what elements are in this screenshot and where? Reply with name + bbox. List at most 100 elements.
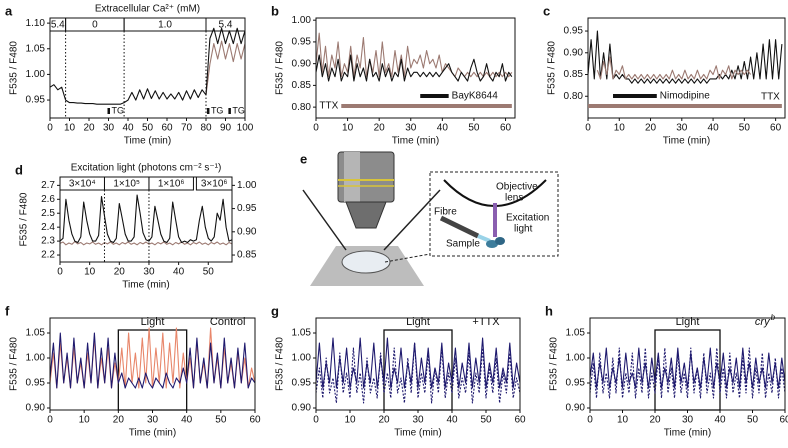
x-tick-label: 0 bbox=[47, 415, 53, 426]
condition-label: 1.0 bbox=[158, 20, 172, 31]
y-tick-label: 0.80 bbox=[564, 91, 584, 102]
sample bbox=[495, 237, 505, 245]
x-tick-label: 30 bbox=[682, 415, 694, 426]
x-tick-label: 10 bbox=[79, 415, 91, 426]
x-tick-label: 50 bbox=[468, 123, 480, 134]
condition-label: 1×10⁶ bbox=[158, 179, 185, 190]
treatment-bar bbox=[341, 104, 512, 108]
x-tick-label: 50 bbox=[203, 267, 215, 278]
plot-frame bbox=[315, 17, 516, 119]
x-tick-label: 50 bbox=[142, 123, 154, 134]
marker bbox=[228, 108, 231, 114]
y-tick-label: 1.00 bbox=[566, 353, 586, 364]
y2-tick-label: 1.00 bbox=[237, 180, 257, 191]
plot-frame bbox=[587, 17, 786, 119]
x-tick-label: 40 bbox=[446, 415, 458, 426]
y-tick-label: 1.05 bbox=[566, 328, 586, 339]
sample bbox=[486, 240, 498, 248]
inset-box bbox=[429, 171, 559, 257]
trace bbox=[49, 27, 246, 105]
treatment-label: TTX bbox=[761, 92, 780, 103]
y2-tick-label: 0.90 bbox=[237, 226, 257, 237]
x-axis-label: Time (min) bbox=[663, 136, 710, 147]
panel-letter: b bbox=[271, 3, 279, 18]
condition-label: 3×10⁶ bbox=[201, 179, 228, 190]
x-axis-label: Time (min) bbox=[664, 428, 711, 439]
x-tick-label: 0 bbox=[47, 123, 53, 134]
marker-label: TG bbox=[232, 105, 245, 115]
x-tick-label: 60 bbox=[779, 415, 788, 426]
diagram-label: Objective bbox=[496, 182, 538, 193]
x-tick-label: 0 bbox=[313, 123, 319, 134]
y-tick-label: 2.5 bbox=[41, 208, 55, 219]
x-tick-label: 20 bbox=[649, 415, 661, 426]
excitation-beam bbox=[493, 203, 497, 237]
panel-letter: f bbox=[5, 303, 10, 318]
x-axis-label: Time (min) bbox=[394, 428, 441, 439]
annotation: +TTX bbox=[472, 316, 500, 328]
x-tick-label: 40 bbox=[181, 415, 193, 426]
trace bbox=[589, 347, 786, 389]
y-tick-label: 1.05 bbox=[26, 43, 46, 54]
x-tick-label: 50 bbox=[739, 123, 751, 134]
x-tick-label: 40 bbox=[708, 123, 720, 134]
condition-box bbox=[205, 17, 246, 32]
panel-letter: h bbox=[545, 303, 553, 318]
marker-label: TG bbox=[211, 105, 224, 115]
diagram-label: Fibre bbox=[434, 207, 457, 218]
x-tick-label: 80 bbox=[200, 123, 212, 134]
y-axis-label: F535 / F480 bbox=[275, 41, 286, 95]
x-tick-label: 40 bbox=[437, 123, 449, 134]
x-tick-label: 30 bbox=[103, 123, 115, 134]
y-tick-label: 1.00 bbox=[292, 15, 312, 26]
x-tick-label: 60 bbox=[514, 415, 526, 426]
fibre-line bbox=[302, 189, 347, 251]
x-tick-label: 40 bbox=[173, 267, 185, 278]
dish bbox=[341, 250, 391, 274]
fibre bbox=[439, 215, 480, 239]
y-tick-label: 1.10 bbox=[26, 18, 46, 29]
y2-tick-label: 0.95 bbox=[237, 203, 257, 214]
condition-label: 0 bbox=[92, 20, 98, 31]
x-tick-label: 60 bbox=[161, 123, 173, 134]
highlight-label: Light bbox=[406, 316, 430, 328]
fibre-line bbox=[383, 189, 441, 251]
y-tick-label: 0.95 bbox=[26, 378, 46, 389]
y-axis-label: F535 / F480 bbox=[275, 337, 286, 391]
y-tick-label: 1.05 bbox=[26, 328, 46, 339]
trace bbox=[59, 194, 233, 244]
trace bbox=[59, 241, 233, 246]
condition-label: 5.4 bbox=[219, 20, 233, 31]
highlight-label: Light bbox=[676, 316, 700, 328]
x-tick-label: 60 bbox=[249, 415, 261, 426]
marker bbox=[206, 108, 210, 114]
x-tick-label: 30 bbox=[147, 415, 159, 426]
panel-letter: a bbox=[5, 3, 13, 18]
y2-tick-label: 0.85 bbox=[237, 250, 257, 261]
x-tick-label: 10 bbox=[614, 123, 626, 134]
x-axis-label: Time (min) bbox=[122, 280, 169, 291]
y-tick-label: 0.95 bbox=[292, 37, 312, 48]
panel-letter: c bbox=[543, 3, 550, 18]
annotation: Control bbox=[210, 316, 245, 328]
y-tick-label: 0.85 bbox=[564, 69, 584, 80]
y-axis-label: F535 / F480 bbox=[9, 41, 20, 95]
chart-title: Excitation light (photons cm⁻² s⁻¹) bbox=[71, 163, 222, 174]
y-axis-label: F535 / F480 bbox=[549, 337, 560, 391]
x-tick-label: 100 bbox=[237, 123, 254, 134]
x-tick-label: 20 bbox=[378, 415, 390, 426]
x-tick-label: 10 bbox=[84, 267, 96, 278]
y-tick-label: 2.6 bbox=[41, 194, 55, 205]
y-tick-label: 0.90 bbox=[292, 403, 312, 414]
x-tick-label: 40 bbox=[122, 123, 134, 134]
trace bbox=[49, 332, 256, 389]
trace bbox=[587, 30, 783, 84]
annotation-sup: b bbox=[771, 313, 776, 322]
x-tick-label: 10 bbox=[342, 123, 354, 134]
y-tick-label: 0.85 bbox=[292, 80, 312, 91]
x-tick-label: 60 bbox=[770, 123, 782, 134]
x-tick-label: 50 bbox=[747, 415, 759, 426]
panel-letter: g bbox=[271, 303, 279, 318]
x-tick-label: 60 bbox=[500, 123, 512, 134]
